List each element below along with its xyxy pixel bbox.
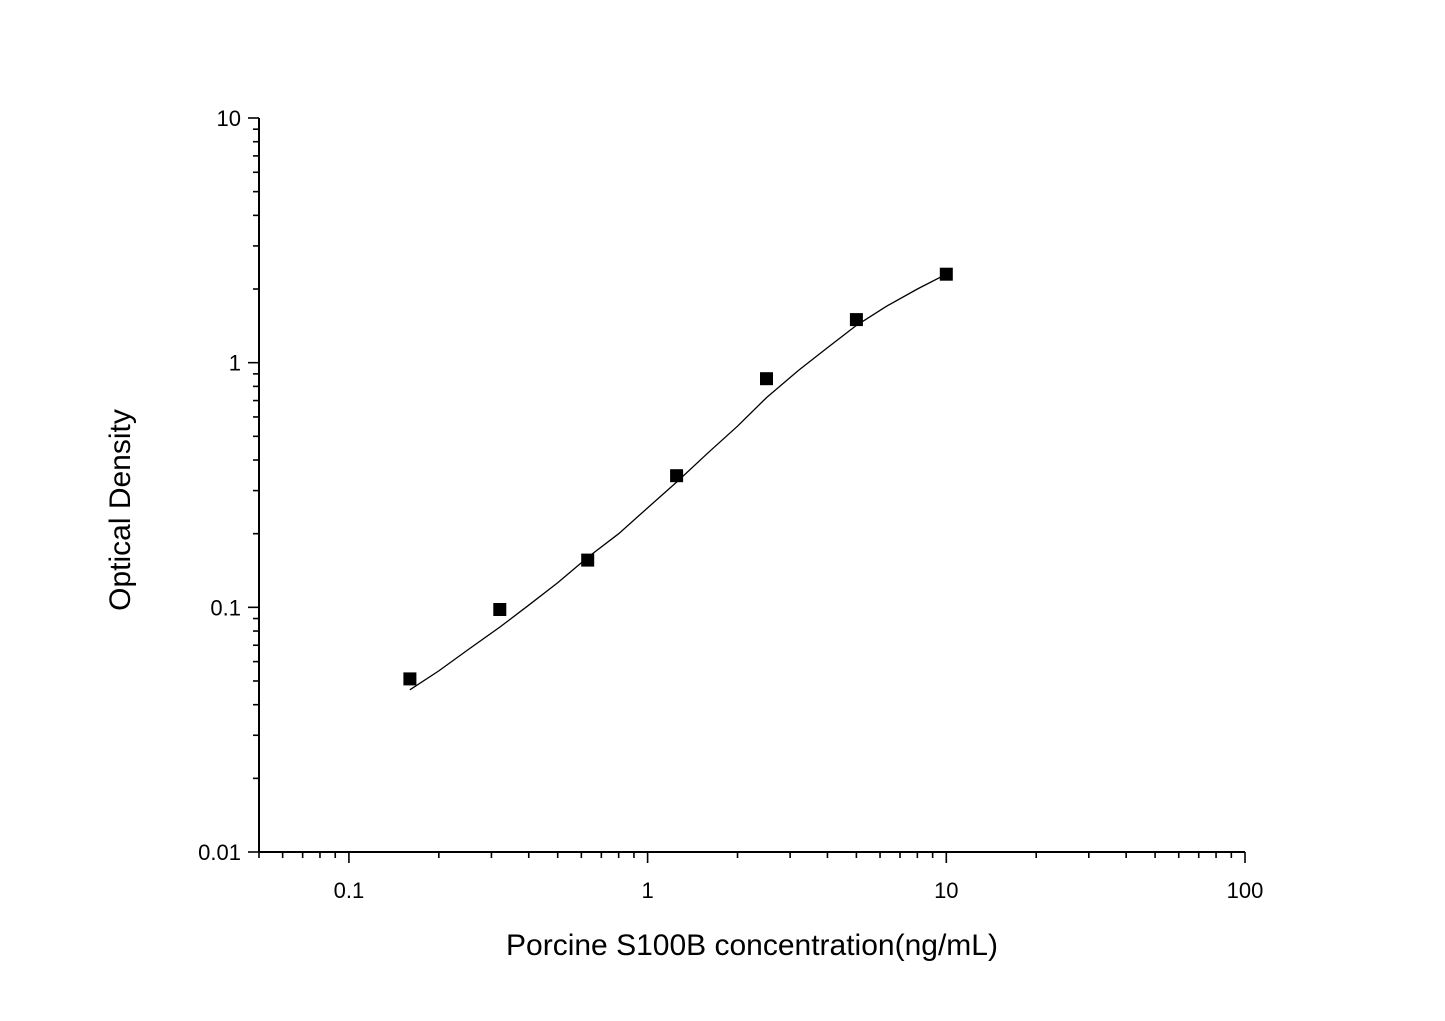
data-point (670, 469, 684, 483)
x-tick-label: 1 (641, 878, 653, 903)
y-axis-title: Optical Density (104, 409, 137, 611)
data-point (493, 603, 507, 616)
y-tick-label: 0.1 (210, 595, 241, 620)
x-tick-label: 100 (1227, 878, 1264, 903)
data-point (581, 553, 595, 567)
data-point (939, 267, 953, 281)
axes: 0.1 1 10 100 0.01 0.1 1 10 (198, 106, 1263, 903)
x-tick-label: 0.1 (334, 878, 365, 903)
data-point (760, 372, 773, 386)
y-tick-label: 10 (217, 106, 241, 131)
data-point (849, 313, 863, 327)
y-tick-label: 0.01 (198, 840, 241, 865)
y-tick-label: 1 (229, 351, 241, 376)
x-tick-label: 10 (934, 878, 958, 903)
data-point (403, 672, 417, 686)
data-points-layer (403, 267, 953, 686)
x-axis-title: Porcine S100B concentration(ng/mL) (506, 929, 998, 962)
